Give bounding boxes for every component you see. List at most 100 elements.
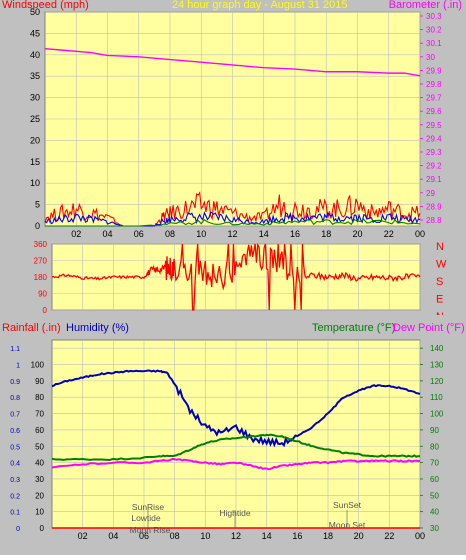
top-right-tick-label: 29.9 <box>426 66 442 75</box>
top-left-tick-label: 40 <box>30 50 40 60</box>
temperature-tick-label: 60 <box>430 475 439 484</box>
top-right-tick-label: 29.6 <box>426 107 442 116</box>
moonrise-label: Moon Rise <box>130 525 171 535</box>
top-left-tick-label: 20 <box>30 135 40 145</box>
bot-grid <box>52 340 421 529</box>
top-x-tick-label: 10 <box>196 229 206 239</box>
bottom-x-tick-label: 18 <box>323 531 333 541</box>
temperature-line <box>51 433 421 461</box>
temperature-tick-label: 70 <box>430 459 439 468</box>
mid-left-tick-label: 90 <box>38 290 47 299</box>
bottom-x-tick-label: 22 <box>384 531 394 541</box>
rain-tick-label: 0.6 <box>10 428 20 435</box>
top-right-tick-label: 29.2 <box>426 162 442 171</box>
humidity-tick-label: 90 <box>35 377 44 386</box>
bottom-x-tick-label: 20 <box>354 531 364 541</box>
compass-label: N <box>436 241 444 253</box>
bottom-x-tick-label: 16 <box>292 531 302 541</box>
temperature-tick-label: 130 <box>430 361 444 370</box>
top-left-tick-label: 15 <box>30 157 40 167</box>
rainfall-axis-label: Rainfall (.in) <box>2 322 61 334</box>
mid-left-ticks: 0 90 180 270 360 <box>34 240 48 315</box>
top-left-tick-label: 0 <box>35 221 40 231</box>
top-x-tick-label: 18 <box>321 229 331 239</box>
top-x-tick-label: 16 <box>290 229 300 239</box>
rain-ticks: 0 0.1 0.2 0.3 0.4 0.5 0.6 0.7 0.8 0.9 1 1.1 <box>10 346 20 533</box>
bottom-x-tick-label: 10 <box>200 531 210 541</box>
top-right-tick-label: 30 <box>426 53 435 62</box>
top-left-tick-label: 45 <box>30 28 40 38</box>
temperature-tick-label: 50 <box>430 491 439 500</box>
mid-left-tick-label: 180 <box>34 273 48 282</box>
humidity-tick-label: 70 <box>35 410 44 419</box>
top-left-tick-label: 10 <box>30 178 40 188</box>
top-x-tick-label: 08 <box>165 229 175 239</box>
top-left-tick-label: 5 <box>35 200 40 210</box>
top-x-tick-label: 02 <box>71 229 81 239</box>
humidity-tick-label: 20 <box>35 491 44 500</box>
windspeed-axis-label: Windspeed (mph) <box>2 0 89 11</box>
humidity-axis-label: Humidity (%) <box>66 322 129 334</box>
humidity-tick-label: 0 <box>40 524 45 533</box>
humidity-tick-label: 100 <box>31 361 45 370</box>
humidity-tick-label: 50 <box>35 442 44 451</box>
top-right-tick-label: 30.1 <box>426 39 442 48</box>
moonset-label: Moon Set <box>329 520 366 530</box>
top-series <box>44 47 421 227</box>
top-right-tick-label: 30.3 <box>426 12 442 21</box>
humidity-tick-label: 60 <box>35 426 44 435</box>
top-right-tick-label: 29.7 <box>426 94 442 103</box>
top-chart-title: 24 hour graph day - August 31 2015 <box>172 0 348 11</box>
humidity-tick-label: 80 <box>35 393 44 402</box>
top-x-tick-label: 06 <box>134 229 144 239</box>
mid-series <box>51 242 421 311</box>
bottom-x-tick-label: 12 <box>231 531 241 541</box>
humidity-line <box>51 369 421 448</box>
dewpoint-axis-label: Dew Point (°F) <box>393 322 465 334</box>
top-right-tick-label: 28.8 <box>426 216 442 225</box>
temperature-tick-label: 90 <box>430 426 439 435</box>
compass-label: E <box>436 294 443 306</box>
top-x-tick-label: 22 <box>384 229 394 239</box>
top-right-tick-label: 28.9 <box>426 202 442 211</box>
temperature-tick-label: 80 <box>430 442 439 451</box>
compass-label: W <box>436 259 447 271</box>
rain-tick-label: 0.2 <box>10 493 20 500</box>
barometer-axis-label: Barometer (.in) <box>389 0 462 11</box>
top-right-ticks: 28.8 28.9 29 29.1 29.2 29.3 29.4 29.5 29.6 29.7 29… <box>420 12 442 225</box>
bottom-x-tick-label: 00 <box>415 531 425 541</box>
wind-direction-line <box>51 242 421 311</box>
top-left-tick-label: 25 <box>30 114 40 124</box>
top-series-line-gust <box>44 191 421 227</box>
rain-tick-label: 0.9 <box>10 379 20 386</box>
top-right-tick-label: 29.3 <box>426 148 442 157</box>
lowtide-label: Lowtide <box>131 513 161 523</box>
top-left-tick-label: 30 <box>30 93 40 103</box>
mid-left-tick-label: 360 <box>34 240 48 249</box>
temperature-ticks: 30 40 50 60 70 80 90 100 110 120 130 140 <box>420 344 444 533</box>
humidity-ticks: 0 10 20 30 40 50 60 70 80 90 100 <box>31 361 45 533</box>
bottom-series <box>51 369 421 529</box>
rain-tick-label: 0.1 <box>10 510 20 517</box>
humidity-tick-label: 40 <box>35 459 44 468</box>
rain-tick-label: 1.1 <box>10 346 20 353</box>
top-right-tick-label: 29 <box>426 189 435 198</box>
top-right-tick-label: 29.1 <box>426 175 442 184</box>
sunrise-label: SunRise <box>132 502 164 512</box>
top-right-tick-label: 29.4 <box>426 134 442 143</box>
rain-tick-label: 0.7 <box>10 412 20 419</box>
top-x-tick-label: 04 <box>102 229 112 239</box>
top-x-ticks: 02 04 06 08 10 12 14 16 18 20 22 00 <box>71 229 425 239</box>
top-right-tick-label: 29.5 <box>426 121 442 130</box>
top-x-tick-label: 12 <box>227 229 237 239</box>
rain-tick-label: 0.3 <box>10 477 20 484</box>
top-series-line-low <box>45 218 421 227</box>
top-x-tick-label: 14 <box>259 229 269 239</box>
temperature-tick-label: 40 <box>430 508 439 517</box>
temperature-tick-label: 30 <box>430 524 439 533</box>
sunset-label: SunSet <box>333 500 362 510</box>
rain-tick-label: 0.8 <box>10 395 20 402</box>
